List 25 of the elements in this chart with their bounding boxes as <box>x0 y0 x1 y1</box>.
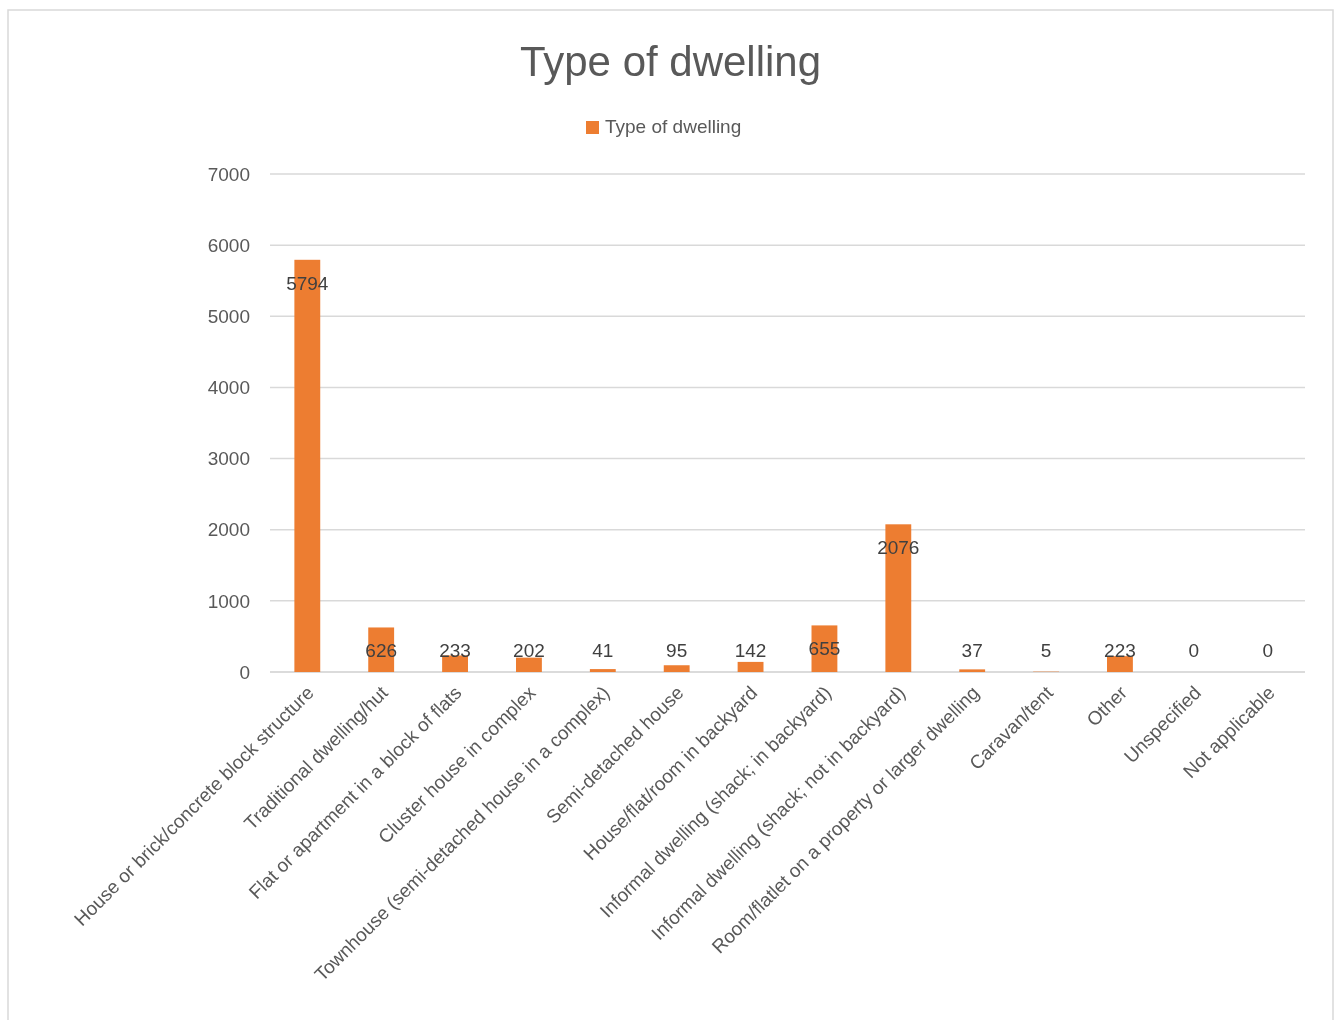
y-tick-label: 1000 <box>207 590 250 612</box>
data-label: 95 <box>666 640 688 661</box>
chart-title: Type of dwelling <box>519 38 822 85</box>
y-tick-label: 5000 <box>207 305 250 327</box>
bar <box>959 669 986 672</box>
bar <box>589 669 616 672</box>
y-tick-label: 7000 <box>207 163 250 185</box>
y-tick-label: 3000 <box>207 448 250 470</box>
data-label: 37 <box>961 640 983 661</box>
y-tick-label: 4000 <box>207 377 250 399</box>
data-label: 202 <box>513 640 545 661</box>
bar <box>737 661 764 672</box>
legend-label: Type of dwelling <box>605 116 742 137</box>
y-tick-label: 0 <box>239 661 250 683</box>
bar <box>516 657 542 672</box>
bar <box>1107 656 1133 672</box>
data-label: 0 <box>1262 640 1273 661</box>
data-label: 142 <box>734 640 767 661</box>
y-tick-label: 6000 <box>207 234 250 256</box>
data-label: 223 <box>1104 640 1136 661</box>
data-label: 41 <box>592 640 614 661</box>
bar <box>663 665 690 672</box>
data-label: 5 <box>1040 640 1052 661</box>
y-tick-label: 2000 <box>207 519 250 541</box>
data-label: 0 <box>1188 640 1200 661</box>
